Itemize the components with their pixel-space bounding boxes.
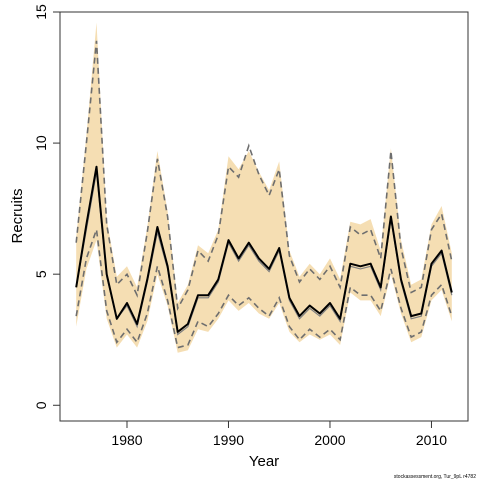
y-axis-label: Recruits — [9, 188, 26, 243]
y-tick-label: 15 — [33, 4, 49, 20]
y-tick-label: 10 — [33, 135, 49, 151]
lower-bound-line — [75, 229, 453, 349]
plot-area — [75, 22, 453, 353]
axes: 1980 1990 2000 2010 0 5 10 15 — [33, 4, 447, 448]
confidence-band — [76, 22, 452, 353]
x-tick-label: 1980 — [111, 432, 142, 448]
x-tick-label: 2000 — [314, 432, 345, 448]
source-footnote: stockassessment.org, Tur_9pL r4782 — [394, 474, 476, 480]
plot-frame — [59, 11, 469, 422]
estimate-line — [75, 165, 453, 333]
y-tick-label: 5 — [33, 270, 49, 278]
x-tick-label: 2010 — [416, 432, 447, 448]
y-tick-label: 0 — [33, 401, 49, 409]
x-axis-label: Year — [249, 453, 279, 470]
x-tick-label: 1990 — [213, 432, 244, 448]
